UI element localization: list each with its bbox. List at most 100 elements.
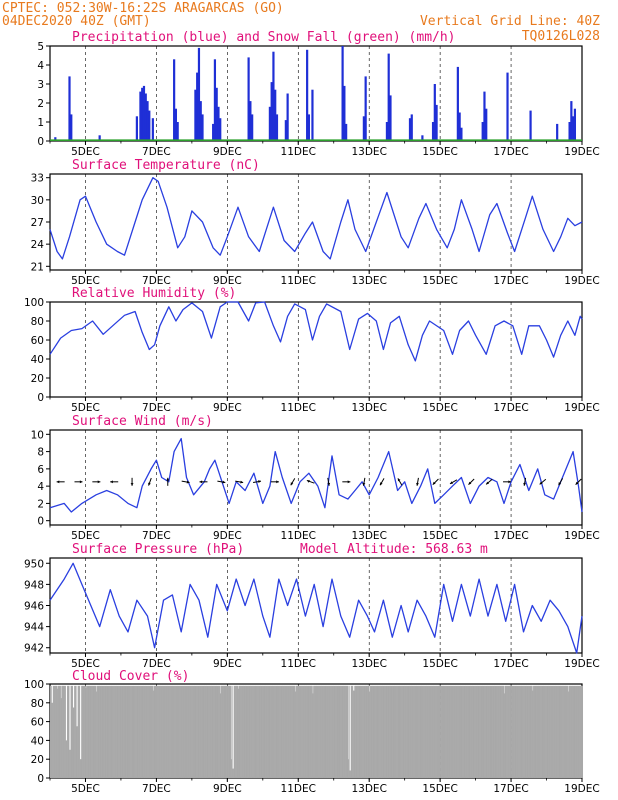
cloud-bar (262, 685, 264, 778)
cloud-bar (180, 685, 182, 778)
cloud-bar (480, 685, 482, 778)
cloud-bar (323, 685, 325, 778)
cloud-bar (563, 685, 565, 778)
x-tick-label: 17DEC (493, 402, 528, 414)
cloud-bar (148, 685, 150, 778)
x-tick-label: 19DEC (564, 658, 599, 670)
cloud-bar (548, 685, 550, 778)
cloud-bar (489, 685, 491, 778)
cloud-bar (101, 685, 103, 778)
temp-title: Surface Temperature (nC) (72, 158, 260, 173)
cloud-bar (461, 685, 463, 778)
wind-title: Surface Wind (m/s) (72, 414, 213, 429)
cloud-bar (277, 685, 279, 778)
cloud-bar (435, 685, 437, 778)
cloud-bar (340, 685, 342, 778)
cloud-bar (211, 685, 213, 778)
precip-bar (573, 108, 577, 141)
cloud-bar (300, 685, 302, 778)
cloud-bar (356, 685, 358, 778)
cloud-bar (350, 685, 352, 778)
cloud-bar (550, 685, 552, 778)
cloud-bar (514, 685, 516, 778)
cloud-bar (522, 685, 524, 778)
cloud-bar (237, 685, 239, 778)
cloud-bar (362, 685, 364, 778)
precip-bar (70, 114, 73, 141)
cloud-bar (460, 685, 462, 778)
wind-arrow-head (397, 478, 401, 482)
cloud-bar (327, 685, 329, 778)
cloud-bar (286, 685, 288, 778)
wind-arrow-head (558, 482, 562, 486)
cloud-bar (68, 685, 70, 778)
plot-frame (49, 429, 583, 526)
cloud-bar (186, 685, 188, 778)
cloud-bar (87, 685, 89, 778)
cloud-bar (505, 685, 507, 778)
cloud-bar (169, 685, 171, 778)
precip-bar (364, 76, 367, 141)
cloud-bar (388, 685, 390, 778)
cloud-bar (217, 685, 219, 778)
cloud-bar (580, 685, 582, 778)
cloud-bar (525, 685, 527, 778)
precip-bar (212, 123, 215, 141)
cloud-bar (135, 685, 137, 778)
cloud-bar (308, 685, 310, 778)
cloud-bar (162, 685, 164, 778)
cloud-bar (451, 685, 453, 778)
cloud-bar (167, 685, 169, 778)
cloud-bar (104, 685, 106, 778)
cloud-bar (152, 690, 154, 778)
cloud-bar (464, 685, 466, 778)
cloud-bar (208, 685, 210, 778)
x-tick-label: 5DEC (71, 658, 100, 670)
cloud-bar (100, 685, 102, 778)
cloud-bar (259, 685, 261, 778)
cloud-bar (568, 685, 570, 778)
wind-arrow-head (130, 483, 134, 486)
wind-arrow-head (449, 481, 453, 484)
y-tick-label: 60 (31, 717, 44, 729)
cloud-bar (318, 685, 320, 778)
cloud-bar (121, 685, 123, 778)
cloud-bar (541, 685, 543, 778)
cloud-bar (571, 685, 573, 778)
cloud-bar (569, 685, 571, 778)
cloud-bar (473, 685, 475, 778)
cloud-bar (423, 685, 425, 778)
cloud-bar (204, 685, 206, 778)
cloud-bar (201, 685, 203, 778)
cloud-bar (163, 685, 165, 778)
cloud-bar (117, 685, 119, 778)
cloud-bar (347, 759, 349, 778)
cloud-bar (342, 685, 344, 778)
cloud-bar (201, 685, 203, 778)
cloud-bar (478, 685, 480, 778)
cloud-bar (203, 685, 205, 778)
cloud-bar (211, 685, 213, 778)
cloud-bar (276, 685, 278, 778)
cloud-bar (240, 685, 242, 778)
cloud-bar (536, 685, 538, 778)
cloud-bar (139, 685, 141, 778)
cloud-bar (69, 749, 71, 778)
cloud-bar (377, 685, 379, 778)
cloud-bar (361, 685, 363, 778)
cloud-bar (228, 685, 230, 778)
cloud-bar (529, 685, 531, 778)
cloud-bar (270, 685, 272, 778)
cloud-bar (218, 685, 220, 778)
cloud-bar (519, 685, 521, 778)
cloud-bar (398, 685, 400, 778)
cloud-bar (324, 685, 326, 778)
precip-bar (570, 101, 573, 141)
cloud-bar (471, 685, 473, 778)
y-tick-label: 948 (24, 579, 44, 591)
cloud-bar (238, 685, 240, 778)
cloud-bar (222, 685, 224, 778)
cloud-bar (535, 685, 537, 778)
cloud-bar (316, 685, 318, 778)
